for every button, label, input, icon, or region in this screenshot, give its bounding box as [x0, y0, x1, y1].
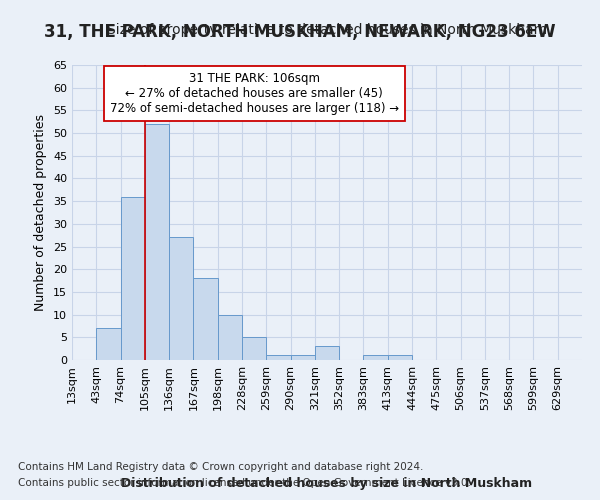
Text: Contains public sector information licensed under the Open Government Licence v3: Contains public sector information licen…	[18, 478, 471, 488]
Bar	[266, 356, 290, 360]
Text: 31, THE PARK, NORTH MUSKHAM, NEWARK, NG23 6EW: 31, THE PARK, NORTH MUSKHAM, NEWARK, NG2…	[44, 22, 556, 40]
Bar	[364, 356, 388, 360]
Bar	[169, 238, 193, 360]
Bar	[121, 196, 145, 360]
Y-axis label: Number of detached properties: Number of detached properties	[34, 114, 47, 311]
Bar	[290, 356, 315, 360]
Bar	[96, 328, 121, 360]
Bar	[388, 356, 412, 360]
Title: Size of property relative to detached houses in North Muskham: Size of property relative to detached ho…	[107, 24, 547, 38]
Bar	[315, 346, 339, 360]
Bar	[193, 278, 218, 360]
Bar	[145, 124, 169, 360]
Text: 31 THE PARK: 106sqm
← 27% of detached houses are smaller (45)
72% of semi-detach: 31 THE PARK: 106sqm ← 27% of detached ho…	[110, 72, 399, 115]
Bar	[242, 338, 266, 360]
Bar	[218, 314, 242, 360]
Text: Contains HM Land Registry data © Crown copyright and database right 2024.: Contains HM Land Registry data © Crown c…	[18, 462, 424, 472]
X-axis label: Distribution of detached houses by size in North Muskham: Distribution of detached houses by size …	[121, 476, 533, 490]
